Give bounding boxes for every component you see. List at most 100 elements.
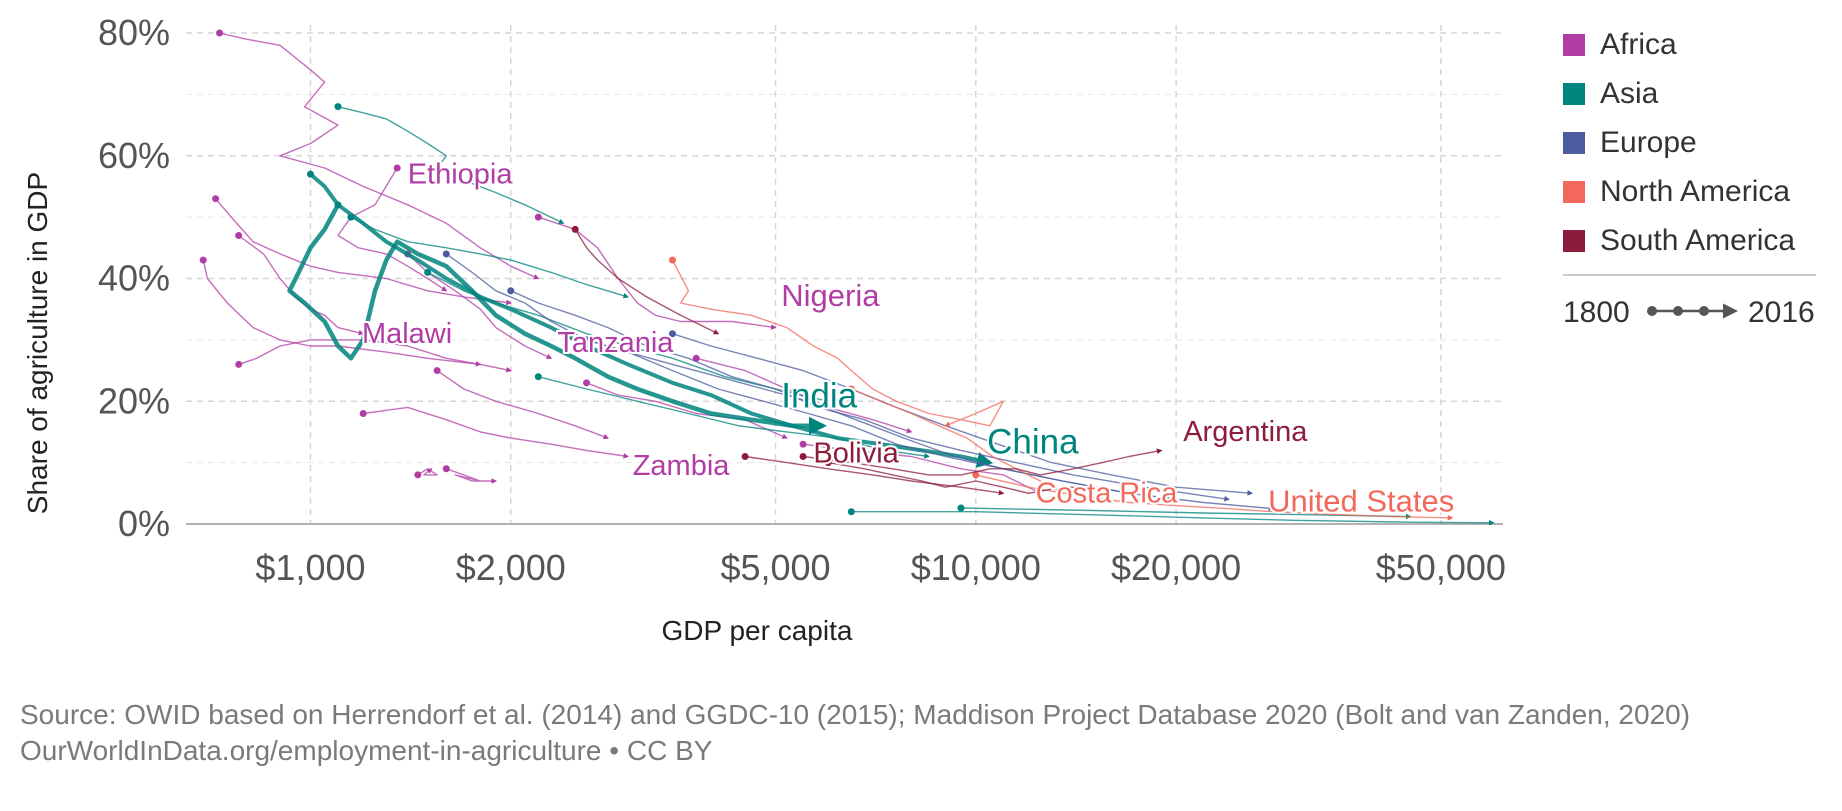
y-tick-20: 20% <box>98 380 170 421</box>
legend-swatch-europe <box>1563 132 1585 154</box>
legend-label-africa: Africa <box>1600 28 1677 61</box>
label-malawi: Malawi <box>362 318 452 350</box>
series-start-africa-b <box>212 195 220 203</box>
series-india <box>287 203 827 435</box>
series-south-america-b <box>744 455 1005 496</box>
series-africa-f <box>417 468 438 476</box>
series-start-south-america-a <box>824 459 832 467</box>
label-nigeria: Nigeria <box>781 278 880 313</box>
label-argentina: Argentina <box>1183 416 1308 448</box>
series-europe-c <box>586 339 1275 512</box>
series-start-africa-g <box>433 367 441 375</box>
series-start-ethiopia <box>393 164 401 172</box>
x-tick-5000: $5,000 <box>720 547 830 588</box>
series-start-asia-c <box>424 268 432 276</box>
time-legend-end: 2016 <box>1748 296 1815 329</box>
series-start-asia-a <box>334 103 342 111</box>
tick-labels: 0% 20% 40% 60% 80% $1,000 $2,000 $5,000 $10,000 $… <box>98 12 1506 588</box>
y-axis-title: Share of agriculture in GDP <box>22 172 53 514</box>
series-africa-h <box>696 357 913 434</box>
series-start-africa-e <box>442 465 450 473</box>
source-url: OurWorldInData.org/employment-in-agricul… <box>20 735 713 766</box>
country-labels: Ethiopia Malawi Tanzania Nigeria Zambia India… <box>360 156 1456 520</box>
series-start-europe-c <box>583 336 591 344</box>
series-start-africa-f <box>414 471 422 479</box>
series-start-africa-i <box>799 440 807 448</box>
label-ethiopia: Ethiopia <box>408 158 514 190</box>
legend-label-europe: Europe <box>1600 126 1697 159</box>
x-tick-2000: $2,000 <box>456 547 566 588</box>
label-bolivia: Bolivia <box>813 438 899 470</box>
x-tick-20000: $20,000 <box>1111 547 1241 588</box>
series-costa-rica <box>851 388 1064 494</box>
series-start-malawi <box>235 232 243 240</box>
y-tick-60: 60% <box>98 135 170 176</box>
time-legend-dot-1 <box>1673 306 1683 316</box>
series-bolivia <box>574 229 720 335</box>
label-costa-rica: Costa Rica <box>1036 478 1179 510</box>
series-start-costa-rica <box>847 385 855 393</box>
series-start-africa-a <box>216 29 224 37</box>
series-start-europe-d <box>668 330 676 338</box>
series-start-nigeria <box>534 213 542 221</box>
legend-swatch-africa <box>1563 34 1585 56</box>
series-asia-b <box>350 216 629 299</box>
series-start-asia-e <box>847 508 855 516</box>
series-europe-a <box>445 253 1131 496</box>
series-start-south-america-b <box>741 452 749 460</box>
series-united-states <box>975 474 1454 521</box>
series-africa-a <box>219 32 540 280</box>
legend-swatch-asia <box>1563 83 1585 105</box>
series-africa-b <box>215 198 512 306</box>
legend-label-asia: Asia <box>1600 77 1659 110</box>
footer: Source: OWID based on Herrendorf et al. … <box>20 697 1720 769</box>
series-africa-g <box>436 370 610 440</box>
legend-swatch-north-america <box>1563 181 1585 203</box>
series-zambia <box>363 406 630 459</box>
series-start-europe-a <box>442 250 450 258</box>
series-start-zambia <box>359 410 367 418</box>
series-nigeria <box>538 216 777 330</box>
series-china <box>309 172 994 468</box>
time-legend-dot-0 <box>1647 306 1657 316</box>
series-asia-e <box>851 511 1495 526</box>
series-start-africa-h <box>692 354 700 362</box>
x-axis-title: GDP per capita <box>662 615 853 646</box>
y-tick-0: 0% <box>118 503 170 544</box>
source-note: Source: OWID based on Herrendorf et al. … <box>20 699 1691 730</box>
series-start-africa-c <box>199 256 207 264</box>
series-asia-d <box>538 376 930 459</box>
series-start-north-america-a <box>668 256 676 264</box>
series-start-argentina <box>799 452 807 460</box>
series-start-united-states <box>972 471 980 479</box>
series-asia-a <box>337 106 565 224</box>
legend: Africa Asia Europe North America South Ameri… <box>1563 28 1816 329</box>
label-zambia: Zambia <box>633 450 731 482</box>
y-tick-40: 40% <box>98 258 170 299</box>
series-south-america-a <box>828 461 1095 494</box>
x-tick-1000: $1,000 <box>255 547 365 588</box>
series-layer <box>199 29 1495 526</box>
series-europe-d <box>672 333 1254 496</box>
legend-label-north-america: North America <box>1600 175 1790 208</box>
time-legend-start: 1800 <box>1563 296 1630 329</box>
agriculture-chart: Ethiopia Malawi Tanzania Nigeria Zambia India… <box>22 12 1816 646</box>
series-argentina <box>803 448 1163 476</box>
series-north-america-a <box>671 259 1004 427</box>
series-start-africa-d <box>235 360 243 368</box>
series-asia-c <box>427 271 830 404</box>
y-tick-80: 80% <box>98 12 170 53</box>
series-africa-e <box>446 468 498 484</box>
x-tick-10000: $10,000 <box>911 547 1041 588</box>
series-start-asia-b <box>347 213 355 221</box>
series-start-asia-f <box>957 504 965 512</box>
series-africa-j <box>586 382 788 439</box>
legend-label-south-america: South America <box>1600 224 1795 257</box>
series-africa-i <box>803 443 1042 494</box>
grid <box>186 25 1503 525</box>
time-legend-dot-2 <box>1699 306 1709 316</box>
legend-swatch-south-america <box>1563 230 1585 252</box>
series-start-bolivia <box>571 225 579 233</box>
label-united-states: United States <box>1268 484 1454 519</box>
series-start-china <box>306 170 314 178</box>
